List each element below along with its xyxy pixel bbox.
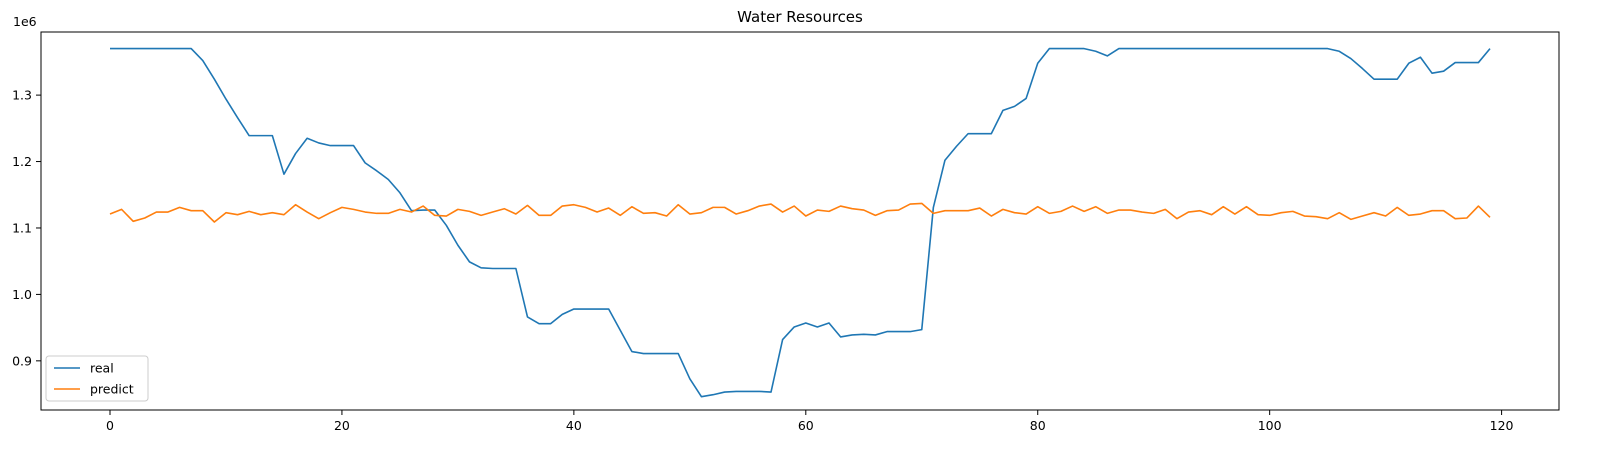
legend-label: real — [90, 361, 114, 376]
legend: real predict — [45, 355, 149, 402]
axes-frame — [40, 31, 1560, 411]
plot-area — [109, 47, 1491, 398]
y-offset-label: 1e6 — [13, 14, 37, 29]
x-axis: 0 20 40 60 80 100 120 — [106, 410, 1514, 433]
chart-title: Water Resources — [737, 8, 863, 26]
x-tick-label: 40 — [566, 418, 582, 433]
y-tick-label: 1.3 — [12, 88, 32, 103]
y-tick-label: 1.0 — [12, 287, 32, 302]
x-tick-label: 80 — [1030, 418, 1046, 433]
x-tick-label: 120 — [1490, 418, 1514, 433]
y-tick-label: 0.9 — [12, 353, 32, 368]
series-line-real — [110, 47, 1491, 398]
series-line-predict — [109, 202, 1491, 223]
x-tick-label: 100 — [1258, 418, 1282, 433]
y-tick-label: 1.1 — [12, 220, 32, 235]
legend-label: predict — [90, 382, 134, 397]
x-tick-label: 20 — [334, 418, 350, 433]
y-axis: 0.9 1.0 1.1 1.2 1.3 — [12, 88, 41, 368]
x-tick-label: 60 — [798, 418, 814, 433]
y-tick-label: 1.2 — [12, 154, 32, 169]
x-tick-label: 0 — [106, 418, 114, 433]
